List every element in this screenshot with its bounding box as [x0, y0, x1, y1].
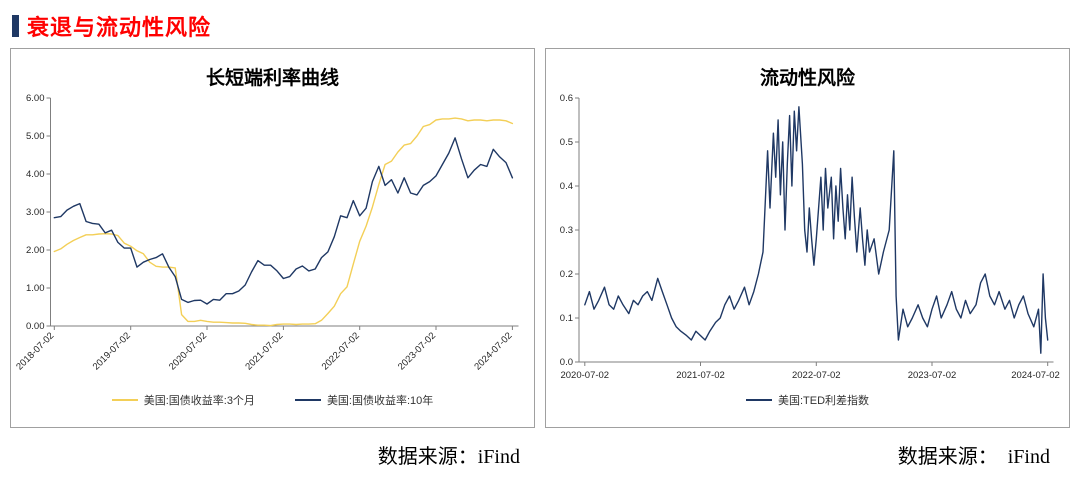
y-axis-tick-label: 0.4 [560, 181, 573, 192]
data-source-left: 数据来源：iFind [377, 446, 520, 468]
y-axis-tick-label: 0.6 [560, 93, 573, 104]
series-line [53, 117, 514, 327]
accent-bar [12, 15, 19, 37]
legend-item: 美国:TED利差指数 [745, 392, 870, 408]
series-line [53, 137, 514, 305]
y-axis-tick-label: 0.0 [560, 357, 573, 368]
x-axis-tick-label: 2021-07-02 [676, 370, 725, 381]
x-axis-tick-label: 2022-07-02 [792, 370, 841, 381]
liquidity-risk-chart: 0.0 0.1 0.2 0.3 0.4 0.5 0.6 2020-07-02 2021-07-0… [546, 90, 1069, 392]
x-axis-tick-label: 2021-07-02 [243, 330, 285, 372]
data-sources: 数据来源：iFind 数据来源： iFind [0, 428, 1080, 469]
liquidity-risk-legend: 美国:TED利差指数 [546, 392, 1069, 408]
legend-label: 美国:国债收益率:10年 [326, 395, 434, 407]
panel-liquidity-risk: 流动性风险 0.0 0.1 0.2 0.3 0.4 0.5 0.6 2020-07-02 202… [545, 48, 1070, 428]
legend-line-swatch [111, 399, 138, 401]
x-axis-tick-label: 2023-07-02 [396, 330, 438, 372]
y-axis-tick-label: 2.00 [26, 245, 45, 256]
y-axis-tick-label: 6.00 [26, 93, 45, 104]
x-axis-tick-label: 2023-07-02 [908, 370, 957, 381]
x-axis-tick-label: 2020-07-02 [560, 370, 609, 381]
legend-label: 美国:TED利差指数 [777, 395, 870, 407]
chart-panels: 长短端利率曲线 0.00 1.00 2.00 3.00 4.00 5.00 6.00 2018… [0, 46, 1080, 428]
legend-line-swatch [294, 399, 321, 401]
y-axis-tick-label: 3.00 [26, 207, 45, 218]
y-axis-tick-label: 0.2 [560, 269, 573, 280]
legend-item: 美国:国债收益率:10年 [294, 392, 434, 408]
x-axis-tick-label: 2024-07-02 [472, 330, 514, 372]
x-axis-tick-label: 2022-07-02 [320, 330, 362, 372]
y-axis-tick-label: 4.00 [26, 169, 45, 180]
page-title: 衰退与流动性风险 [27, 15, 212, 40]
legend-item: 美国:国债收益率:3个月 [111, 392, 255, 408]
section-header: 衰退与流动性风险 [0, 0, 1080, 46]
yield-curve-chart: 0.00 1.00 2.00 3.00 4.00 5.00 6.00 2018-07-02 20… [11, 90, 534, 392]
y-axis-tick-label: 1.00 [26, 283, 45, 294]
yield-curve-legend: 美国:国债收益率:3个月 美国:国债收益率:10年 [11, 392, 534, 408]
y-axis-tick-label: 0.3 [560, 225, 573, 236]
chart-svg: 0.00 1.00 2.00 3.00 4.00 5.00 6.00 2018-07-02 20… [14, 93, 519, 372]
series-line [584, 106, 1049, 354]
x-axis-tick-label: 2018-07-02 [14, 330, 56, 372]
x-axis-tick-label: 2024-07-02 [1011, 370, 1060, 381]
x-axis-tick-label: 2019-07-02 [91, 330, 133, 372]
y-axis-tick-label: 0.5 [560, 137, 573, 148]
yield-curve-title: 长短端利率曲线 [205, 68, 339, 89]
data-source-right: 数据来源： iFind [897, 446, 1050, 468]
y-axis-tick-label: 0.1 [560, 313, 573, 324]
y-axis-tick-label: 0.00 [26, 321, 45, 332]
legend-label: 美国:国债收益率:3个月 [143, 395, 255, 407]
liquidity-risk-title: 流动性风险 [759, 68, 855, 89]
legend-line-swatch [745, 399, 772, 401]
panel-yield-curve: 长短端利率曲线 0.00 1.00 2.00 3.00 4.00 5.00 6.00 2018… [10, 48, 535, 428]
x-axis-tick-label: 2020-07-02 [167, 330, 209, 372]
chart-svg: 0.0 0.1 0.2 0.3 0.4 0.5 0.6 2020-07-02 2021-07-0… [560, 93, 1060, 381]
y-axis-tick-label: 5.00 [26, 131, 45, 142]
